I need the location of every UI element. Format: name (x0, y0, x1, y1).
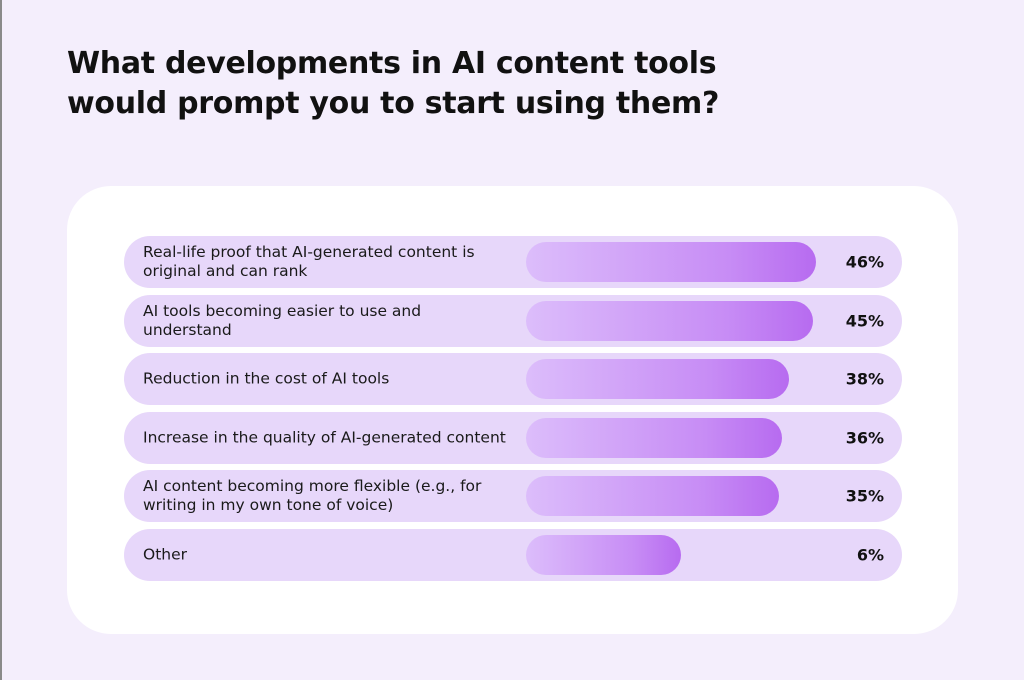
bar-fill (526, 476, 779, 516)
bar-track (526, 417, 816, 458)
bar-category-label: Increase in the quality of AI-generated … (143, 428, 506, 446)
bar-track (526, 476, 816, 516)
bar-category-label: Real-life proof that AI-generated conten… (143, 243, 475, 280)
bar-fill (526, 359, 789, 399)
bar-value-label: 6% (856, 545, 884, 564)
bar-row: Real-life proof that AI-generated conten… (124, 236, 902, 288)
bar-fill (526, 300, 813, 341)
bar-category-label: Other (143, 545, 188, 563)
bar-value-label: 46% (845, 252, 884, 272)
bar-value-label: 45% (845, 311, 884, 330)
bar-value-label: 38% (845, 369, 884, 389)
bar-row: Increase in the quality of AI-generated … (124, 411, 902, 464)
left-edge-divider (0, 0, 2, 680)
bar-category-label: AI tools becoming easier to use and unde… (143, 301, 422, 339)
bar-row: Other 6% (124, 528, 902, 581)
bar-track (526, 359, 816, 399)
bar-row: Reduction in the cost of AI tools 38% (124, 353, 902, 405)
chart-card: Real-life proof that AI-generated conten… (67, 186, 958, 634)
bar-row: AI tools becoming easier to use and unde… (124, 294, 902, 347)
bar-fill (526, 242, 816, 282)
bar-fill (526, 417, 783, 458)
bar-category-label: Reduction in the cost of AI tools (143, 369, 390, 388)
bar-value-label: 35% (845, 486, 884, 506)
bar-value-label: 36% (845, 428, 884, 447)
bar-fill (526, 534, 681, 575)
bar-track (526, 300, 816, 341)
bar-row: AI content becoming more flexible (e.g.,… (124, 470, 902, 522)
bar-track (526, 534, 816, 575)
bar-category-label: AI content becoming more flexible (e.g.,… (143, 477, 482, 514)
chart-title: What developments in AI content tools wo… (67, 46, 720, 121)
bar-rows: Real-life proof that AI-generated conten… (124, 236, 902, 587)
bar-track (526, 242, 816, 282)
